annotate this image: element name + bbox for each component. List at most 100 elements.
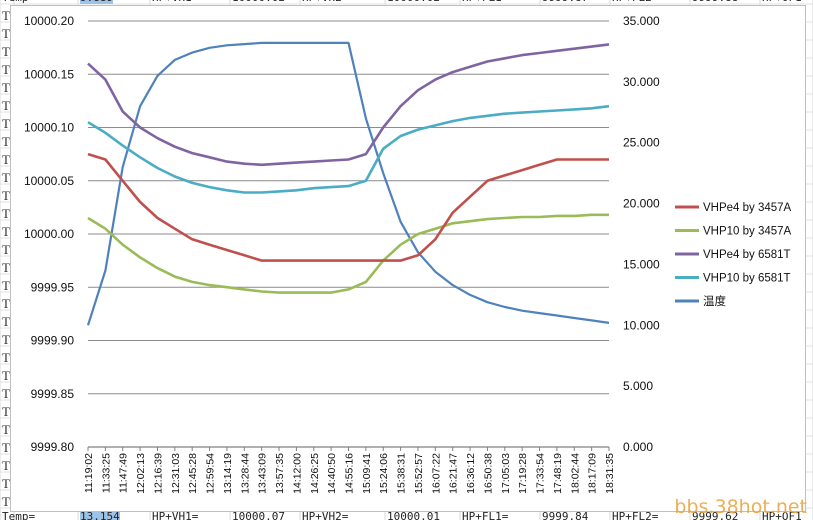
- cell-top_row-5[interactable]: 10000.02: [387, 0, 440, 4]
- series-line-3: [87, 104, 610, 194]
- x-tick-label: 11:33:25: [100, 453, 112, 493]
- y-left-tick-label: 10000.20: [24, 14, 74, 28]
- cell-bottom_row-6[interactable]: HP+FL1=: [462, 512, 509, 520]
- x-tick-label: 12:31:03: [170, 453, 182, 494]
- left-cell-letter: T: [2, 494, 10, 509]
- x-tick-label: 13:28:44: [239, 453, 251, 494]
- x-tick-label: 12:45:28: [187, 453, 199, 494]
- y-right-tick-label: 0.000: [623, 440, 653, 454]
- left-cell-letter: T: [2, 80, 10, 95]
- cell-top_row-7[interactable]: 9999.87: [542, 0, 588, 4]
- x-tick-label: 15:09:41: [361, 453, 373, 494]
- cell-top_row-6[interactable]: HP+FL1: [462, 0, 502, 4]
- left-cell-letter: T: [2, 242, 10, 257]
- y-left-tick-label: 10000.05: [24, 174, 74, 188]
- x-tick-label: 15:52:57: [413, 453, 425, 494]
- cell-top_row-0[interactable]: Temp: [2, 0, 29, 4]
- x-tick-label: 12:02:13: [135, 453, 147, 494]
- x-tick-label: 15:38:31: [396, 453, 408, 494]
- y-right-tick-label: 5.000: [623, 379, 653, 393]
- cell-bottom_row-8[interactable]: HP+FL2=: [612, 512, 659, 520]
- left-cell-letter: T: [2, 206, 10, 221]
- cell-top_row-4[interactable]: HP+VH2: [302, 0, 342, 4]
- left-cell-letter: T: [2, 224, 10, 239]
- x-tick-label: 14:40:50: [326, 453, 338, 494]
- series-line-1: [87, 213, 609, 294]
- cell-top_row-9[interactable]: 9999.88: [692, 0, 738, 4]
- y-right-tick-label: 20.000: [623, 197, 660, 211]
- cell-bottom_row-1[interactable]: 13.154: [80, 512, 120, 520]
- cell-top_row-2[interactable]: HP+VH1: [152, 0, 192, 4]
- y-right-tick-label: 10.000: [623, 318, 660, 332]
- left-cell-letter: T: [2, 476, 10, 491]
- y-left-tick-label: 10000.15: [24, 67, 74, 81]
- left-cell-letter: T: [2, 458, 10, 473]
- left-cell-letter: T: [2, 116, 10, 131]
- x-tick-label: 12:16:39: [152, 453, 164, 494]
- left-cell-letter: T: [2, 98, 10, 113]
- gridlines: [88, 20, 609, 448]
- y-right-tick-label: 25.000: [623, 136, 660, 150]
- x-tick-label: 12:59:54: [205, 453, 217, 494]
- spreadsheet-top-row: Temp 9.889 HP+VH1 10000.02 HP+VH2 10000.02 HP+…: [0, 0, 813, 5]
- x-tick-label: 18:02:44: [569, 453, 581, 494]
- cell-bottom_row-7[interactable]: 9999.84: [542, 512, 589, 520]
- left-cell-letter: T: [2, 422, 10, 437]
- y-left-tick-label: 9999.90: [31, 334, 75, 348]
- line-chart: 10000.20 10000.15 10000.10 10000.05 10000.00…: [24, 14, 792, 494]
- watermark: bbs.38hot.net: [674, 496, 807, 518]
- y-left-tick-label: 9999.80: [31, 440, 75, 454]
- x-tick-label: 16:50:38: [482, 453, 494, 494]
- y-right-tick-label: 35.000: [623, 14, 660, 28]
- cell-bottom_row-5[interactable]: 10000.01: [387, 512, 440, 520]
- legend-label: VHP10 by 6581T: [703, 273, 791, 285]
- x-tick-label: 13:43:09: [257, 453, 269, 494]
- x-tick-label: 17:19:28: [517, 453, 529, 494]
- left-cell-letter: T: [2, 170, 10, 185]
- x-tick-label: 18:31:35: [604, 453, 616, 494]
- spreadsheet-bottom-row: Temp= 13.154 HP+VH1= 10000.07 HP+VH2= 10000.0…: [0, 512, 813, 520]
- y-left-tick-label: 10000.00: [24, 227, 74, 241]
- left-cell-letter: T: [2, 440, 10, 455]
- x-tick-label: 11:19:02: [83, 453, 95, 493]
- y-left-tick-label: 9999.85: [31, 387, 75, 401]
- cell-bottom_row-4[interactable]: HP+VH2=: [302, 512, 349, 520]
- x-tick-label: 18:17:09: [587, 453, 599, 494]
- left-cell-letter: T: [2, 188, 10, 203]
- left-cell-letter: T: [2, 26, 10, 41]
- x-tick-label: 13:14:19: [222, 453, 234, 494]
- x-tick-label: 14:55:16: [344, 453, 356, 494]
- left-cell-letter: T: [2, 44, 10, 59]
- cell-top_row-3[interactable]: 10000.02: [232, 0, 285, 4]
- left-cell-letter: T: [2, 296, 10, 311]
- x-tick-label: 14:12:00: [291, 453, 303, 494]
- legend-label: VHP10 by 3457A: [703, 226, 792, 238]
- series-line-4: [86, 41, 610, 326]
- legend-label: VHPe4 by 3457A: [703, 202, 792, 214]
- x-tick-label: 17:48:19: [552, 453, 564, 494]
- cell-bottom_row-2[interactable]: HP+VH1=: [152, 512, 199, 520]
- left-cell-letter: T: [2, 386, 10, 401]
- y-right-tick-label: 30.000: [623, 75, 660, 89]
- y-left-tick-label: 9999.95: [31, 280, 75, 294]
- cell-bottom_row-10[interactable]: HP+OF1: [762, 512, 802, 520]
- left-cell-letter: T: [2, 152, 10, 167]
- chart-area[interactable]: 10000.20 10000.15 10000.10 10000.05 10000.00…: [10, 5, 806, 512]
- series-line-0: [87, 152, 609, 262]
- left-cell-letter: T: [2, 8, 10, 23]
- left-cell-letter: T: [2, 62, 10, 77]
- cell-bottom_row-9[interactable]: 9999.62: [692, 512, 739, 520]
- cell-top_row-1[interactable]: 9.889: [80, 0, 114, 4]
- left-cell-letter: T: [2, 332, 10, 347]
- left-cell-letter: T: [2, 134, 10, 149]
- cell-top_row-8[interactable]: HP+FL2: [612, 0, 652, 4]
- cell-bottom_row-0[interactable]: Temp=: [2, 512, 36, 520]
- cell-top_row-10[interactable]: HP+OF1: [762, 0, 802, 4]
- x-tick-label: 14:26:25: [309, 453, 321, 494]
- left-cell-letter: T: [2, 278, 10, 293]
- cell-bottom_row-3[interactable]: 10000.07: [232, 512, 285, 520]
- left-cell-letter: T: [2, 404, 10, 419]
- x-tick-label: 16:36:12: [465, 453, 477, 494]
- x-tick-label: 17:05:03: [500, 453, 512, 494]
- left-cell-letter: T: [2, 350, 10, 365]
